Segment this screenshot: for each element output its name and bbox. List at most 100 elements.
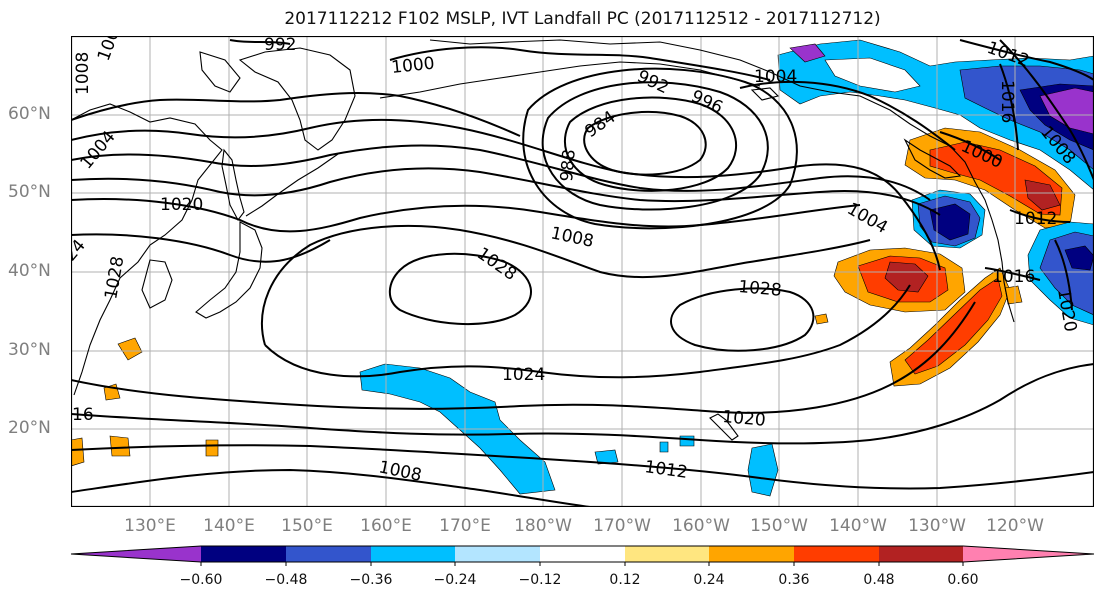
isobar-label-1016ne: 1016 xyxy=(997,80,1017,123)
colorbar-tick-4: −0.12 xyxy=(518,572,562,588)
isobar-1008-ne xyxy=(999,39,1094,181)
isobar-1012-south xyxy=(71,444,1094,490)
isobar-1008-south xyxy=(71,468,591,507)
ivt-orange-w3 xyxy=(109,435,131,457)
colorbar-tick-5: 0.12 xyxy=(609,572,641,588)
ivt-darkred-bc xyxy=(1024,179,1061,211)
isobar-1012-e xyxy=(1009,209,1071,223)
ivt-purple-alaska xyxy=(1039,87,1094,135)
isobar-1004-n xyxy=(739,80,956,151)
isobar-label-992a: 992 xyxy=(264,36,296,55)
colorbar-tick-1: −0.48 xyxy=(264,572,308,588)
ivt-purple-spot xyxy=(789,43,826,63)
lon-label-170e: 170°E xyxy=(439,516,491,536)
lat-label-20n: 20°N xyxy=(8,418,51,438)
map-title: 2017112212 F102 MSLP, IVT Landfall PC (2… xyxy=(284,9,881,29)
isobar-label-988: 988 xyxy=(557,148,580,182)
isobar-1016-mid xyxy=(71,233,331,263)
lon-label-170w: 170°W xyxy=(593,516,651,536)
colorbar-tick-2: −0.36 xyxy=(349,572,393,588)
lon-label-140e: 140°E xyxy=(203,516,255,536)
isobar-label-1000a: 1000 xyxy=(390,54,435,78)
lat-label-50n: 50°N xyxy=(8,182,51,202)
colorbar-segment-4 xyxy=(455,546,540,562)
isobar-1004-mid xyxy=(71,118,941,271)
isobar-1024-upper xyxy=(261,224,871,346)
ivt-orange-w7 xyxy=(814,313,829,325)
colorbar-segment-5 xyxy=(540,546,625,562)
colorbar-segment-10 xyxy=(963,546,1094,562)
colorbar-segment-9 xyxy=(879,546,963,562)
colorbar-segment-7 xyxy=(709,546,794,562)
lon-label-140w: 140°W xyxy=(829,516,887,536)
isobar-label-1024s: 1024 xyxy=(502,365,545,385)
isobar-1020-e xyxy=(1054,239,1073,311)
isobar-1008-mid xyxy=(71,144,931,201)
isobar-label-1016s: 16 xyxy=(72,405,94,425)
isobar-1000-nw xyxy=(71,92,521,137)
isobar-1000 xyxy=(389,46,771,81)
graticule xyxy=(71,36,1094,507)
coast-hawaii xyxy=(709,413,739,441)
colorbar-tick-9: 0.60 xyxy=(947,572,979,588)
isobar-996 xyxy=(522,67,798,230)
coast-asia xyxy=(71,103,223,396)
lat-label-60n: 60°N xyxy=(8,104,51,124)
isobar-label-1016e: 1016 xyxy=(992,267,1035,287)
coast-kamchatka xyxy=(238,47,356,151)
colorbar-segment-1 xyxy=(201,546,286,562)
lon-label-160w: 160°W xyxy=(672,516,730,536)
isobar-label-1012e: 1012 xyxy=(1014,209,1057,229)
isobar-1020 xyxy=(71,301,976,414)
colorbar-segment-8 xyxy=(794,546,879,562)
coast-sakhalin xyxy=(221,148,245,222)
colorbar-tickmarks xyxy=(200,562,964,566)
colorbar-tick-8: 0.48 xyxy=(863,572,895,588)
ivt-orange-w1 xyxy=(117,337,143,361)
coast-kurils xyxy=(245,153,339,217)
isobar-1016-south xyxy=(71,363,1094,445)
ivt-navy-westus xyxy=(1064,245,1094,271)
lon-label-150w: 150°W xyxy=(750,516,808,536)
coast-japan xyxy=(195,221,263,319)
coast-alaska xyxy=(429,39,1015,323)
map-panel: 992 1000 1004 1008 1004 1020 24 1028 984… xyxy=(71,36,1094,507)
isobar-label-1004n: 1004 xyxy=(754,67,797,87)
ivt-navy-low xyxy=(929,203,971,241)
ivt-red-band xyxy=(904,277,1003,375)
ivt-darkred-40n xyxy=(884,261,929,293)
colorbar-segments xyxy=(70,545,1095,563)
isobar-1024 xyxy=(264,284,911,379)
ivt-orange-w4 xyxy=(205,439,219,457)
colorbar-tick-7: 0.36 xyxy=(778,572,810,588)
isobar-1016-ne xyxy=(999,63,1019,151)
isobar-984 xyxy=(583,111,707,176)
colorbar-segment-0 xyxy=(71,546,201,562)
isobar-1012-ne xyxy=(959,39,1094,81)
isobar-label-1008tl: 1008 xyxy=(73,52,93,95)
ivt-orange-w2 xyxy=(71,437,85,467)
ivt-sky-small1 xyxy=(594,449,619,465)
isobar-1012-mid xyxy=(71,167,941,216)
lon-label-120w: 120°W xyxy=(986,516,1044,536)
colorbar-tick-6: 0.24 xyxy=(693,572,725,588)
isobars xyxy=(71,39,1094,507)
isobar-1016-e xyxy=(984,267,1041,281)
colorbar-segment-2 xyxy=(286,546,371,562)
isobar-label-1020w: 1020 xyxy=(160,195,203,215)
isobar-1000-ne xyxy=(939,131,1001,161)
isobar-992 xyxy=(541,81,769,211)
lon-label-130e: 130°E xyxy=(124,516,176,536)
lon-label-160e: 160°E xyxy=(360,516,412,536)
isobar-label-1020s: 1020 xyxy=(722,407,767,431)
colorbar-tick-0: −0.60 xyxy=(179,572,223,588)
lon-label-180w: 180°W xyxy=(514,516,572,536)
coast-okhotsk xyxy=(199,51,241,93)
ivt-white-bay xyxy=(824,57,921,93)
isobar-1020-north xyxy=(71,198,861,233)
coast-korea xyxy=(141,259,173,309)
colorbar-segment-3 xyxy=(371,546,455,562)
lat-label-30n: 30°N xyxy=(8,340,51,360)
ivt-sky-small3 xyxy=(659,441,669,453)
